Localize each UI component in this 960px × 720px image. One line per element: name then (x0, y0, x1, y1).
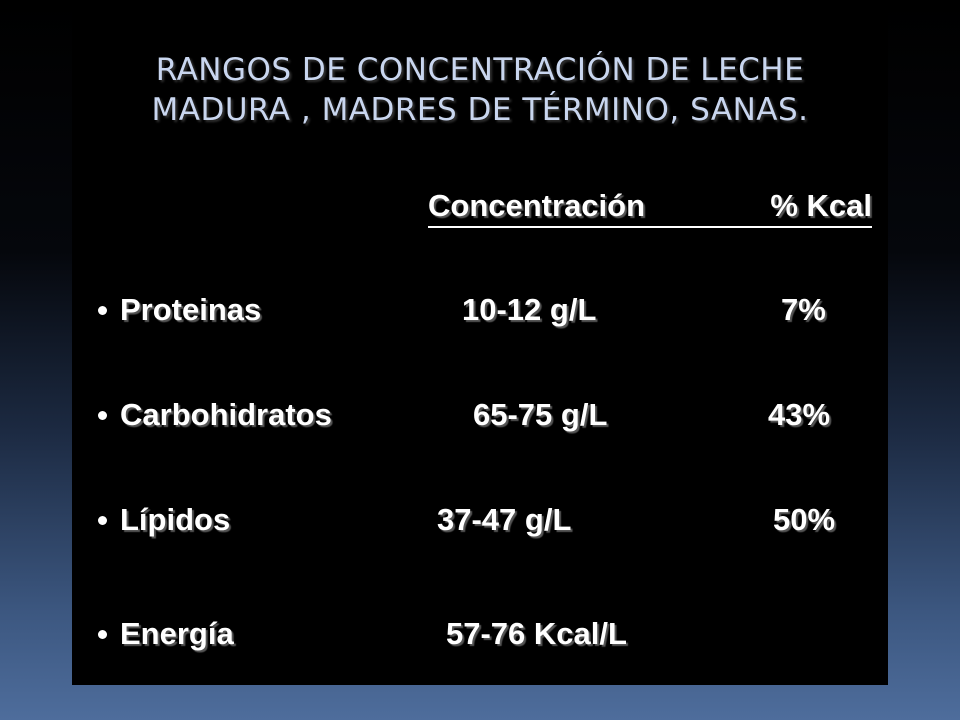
table-header: Concentración % Kcal (428, 190, 872, 228)
bullet (98, 411, 107, 420)
header-cell: Concentración (428, 188, 646, 223)
concentration: 37-47 g/L (437, 502, 572, 537)
content-panel (72, 0, 888, 685)
concentration: 65-75 g/L (473, 397, 608, 432)
bullet (98, 630, 107, 639)
row-label: Energía (120, 616, 234, 651)
bullet (98, 516, 107, 525)
row-label: Lípidos (120, 502, 231, 537)
concentration: 10-12 g/L (462, 292, 597, 327)
header-cell: % Kcal (770, 188, 872, 223)
row-label: Carbohidratos (120, 397, 332, 432)
row-label: Proteinas (120, 292, 262, 327)
title-line: RANGOS DE CONCENTRACIÓN DE LECHE (155, 52, 805, 88)
concentration: 57-76 Kcal/L (446, 616, 627, 651)
kcal-percent: 50% (773, 502, 836, 537)
kcal-percent: 7% (781, 292, 826, 327)
bullet (98, 306, 107, 315)
kcal-percent: 43% (768, 397, 831, 432)
title-line: MADURA , MADRES DE TÉRMINO, SANAS. (151, 92, 809, 128)
